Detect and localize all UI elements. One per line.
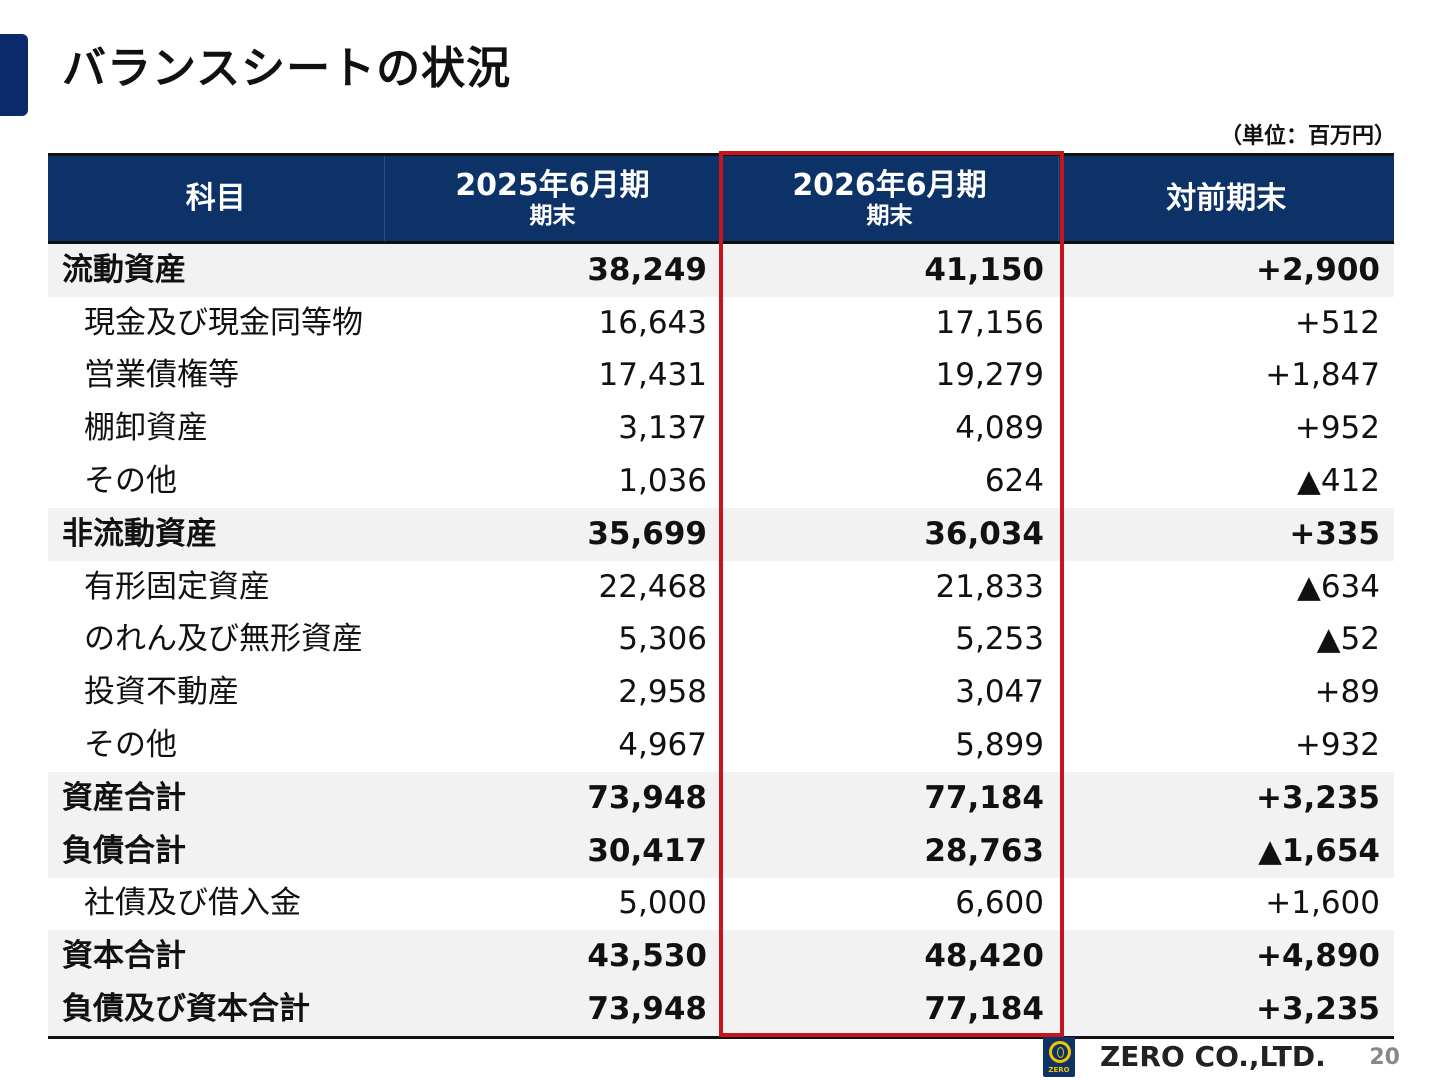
row-label: 社債及び借入金 xyxy=(48,877,384,931)
row-change-value: ▲412 xyxy=(1058,455,1394,508)
row-fy2025-value: 30,417 xyxy=(384,824,721,878)
row-label: その他 xyxy=(48,455,384,508)
header-item: 科目 xyxy=(48,153,385,244)
header-item-label: 科目 xyxy=(185,180,246,216)
row-label: 資産合計 xyxy=(48,771,384,825)
table-header: 科目 2025年6月期 期末 2026年6月期 期末 対前期末 xyxy=(48,153,1394,244)
row-fy2026-value: 3,047 xyxy=(721,666,1058,720)
row-fy2025-value: 2,958 xyxy=(384,666,721,720)
row-change-value: +1,600 xyxy=(1058,877,1394,931)
row-fy2026-value: 41,150 xyxy=(721,242,1058,297)
header-fy2025-sublabel: 期末 xyxy=(529,202,576,229)
title-accent-bar xyxy=(0,34,28,116)
row-change-value: ▲1,654 xyxy=(1058,824,1394,878)
table-row: 非流動資産 35,699 36,034 +335 xyxy=(48,507,1394,561)
row-change-value: +89 xyxy=(1058,666,1394,720)
row-fy2026-value: 77,184 xyxy=(721,771,1058,825)
row-label: 棚卸資産 xyxy=(48,402,384,456)
unit-note: （単位：百万円） xyxy=(1219,124,1396,149)
table-row: 投資不動産 2,958 3,047 +89 xyxy=(48,666,1394,720)
table-header-row: 科目 2025年6月期 期末 2026年6月期 期末 対前期末 xyxy=(48,153,1394,244)
row-change-value: +3,235 xyxy=(1058,771,1394,825)
row-label: 流動資産 xyxy=(48,242,384,297)
table-row: 負債及び資本合計 73,948 77,184 +3,235 xyxy=(48,983,1394,1038)
row-fy2026-value: 624 xyxy=(721,455,1058,508)
row-change-value: +335 xyxy=(1058,507,1394,561)
row-change-value: ▲52 xyxy=(1058,613,1394,667)
row-label: 資本合計 xyxy=(48,930,384,984)
logo-ring-icon xyxy=(1049,1041,1071,1063)
header-fy2025: 2025年6月期 期末 xyxy=(384,153,722,244)
row-fy2025-value: 35,699 xyxy=(384,507,721,561)
row-label: 現金及び現金同等物 xyxy=(48,296,384,350)
balance-sheet-table: 科目 2025年6月期 期末 2026年6月期 期末 対前期末 流動資産 38,2… xyxy=(48,153,1394,1039)
table-row: 資産合計 73,948 77,184 +3,235 xyxy=(48,771,1394,825)
row-label: 非流動資産 xyxy=(48,507,384,561)
row-fy2025-value: 17,431 xyxy=(384,349,721,403)
row-fy2026-value: 5,899 xyxy=(721,719,1058,772)
row-fy2025-value: 16,643 xyxy=(384,296,721,350)
row-fy2026-value: 6,600 xyxy=(721,877,1058,931)
row-change-value: +2,900 xyxy=(1058,242,1394,297)
row-label: 投資不動産 xyxy=(48,666,384,720)
row-change-value: +952 xyxy=(1058,402,1394,456)
header-fy2026-sublabel: 期末 xyxy=(866,202,913,229)
table-body: 流動資産 38,249 41,150 +2,900 現金及び現金同等物 16,643 17,… xyxy=(48,242,1394,1038)
header-fy2025-label: 2025年6月期 xyxy=(455,167,650,203)
table-row: 有形固定資産 22,468 21,833 ▲634 xyxy=(48,560,1394,614)
header-change: 対前期末 xyxy=(1058,153,1394,244)
row-fy2025-value: 43,530 xyxy=(384,930,721,984)
row-fy2026-value: 36,034 xyxy=(721,507,1058,561)
table-row: その他 1,036 624 ▲412 xyxy=(48,455,1394,508)
row-fy2026-value: 21,833 xyxy=(721,560,1058,614)
row-fy2025-value: 4,967 xyxy=(384,719,721,772)
row-fy2026-value: 17,156 xyxy=(721,296,1058,350)
row-fy2026-value: 48,420 xyxy=(721,930,1058,984)
table-row: 流動資産 38,249 41,150 +2,900 xyxy=(48,242,1394,297)
row-change-value: +932 xyxy=(1058,719,1394,772)
row-fy2026-value: 19,279 xyxy=(721,349,1058,403)
row-fy2025-value: 5,306 xyxy=(384,613,721,667)
row-fy2025-value: 73,948 xyxy=(384,983,721,1038)
row-label: 営業債権等 xyxy=(48,349,384,403)
row-fy2026-value: 4,089 xyxy=(721,402,1058,456)
page-title: バランスシートの状況 xyxy=(62,43,512,94)
row-change-value: +1,847 xyxy=(1058,349,1394,403)
page-number: 20 xyxy=(1369,1045,1400,1070)
row-fy2025-value: 3,137 xyxy=(384,402,721,456)
row-fy2026-value: 5,253 xyxy=(721,613,1058,667)
header-change-label: 対前期末 xyxy=(1166,180,1287,216)
row-change-value: +512 xyxy=(1058,296,1394,350)
row-fy2026-value: 77,184 xyxy=(721,983,1058,1038)
row-label: その他 xyxy=(48,719,384,772)
table-row: 棚卸資産 3,137 4,089 +952 xyxy=(48,402,1394,456)
row-label: 負債合計 xyxy=(48,824,384,878)
company-name: ZERO CO.,LTD. xyxy=(1100,1040,1326,1073)
table-row: 現金及び現金同等物 16,643 17,156 +512 xyxy=(48,296,1394,350)
row-fy2025-value: 22,468 xyxy=(384,560,721,614)
table-row: 営業債権等 17,431 19,279 +1,847 xyxy=(48,349,1394,403)
row-change-value: ▲634 xyxy=(1058,560,1394,614)
row-fy2025-value: 1,036 xyxy=(384,455,721,508)
row-fy2025-value: 73,948 xyxy=(384,771,721,825)
table-row: 資本合計 43,530 48,420 +4,890 xyxy=(48,930,1394,984)
row-label: 負債及び資本合計 xyxy=(48,983,384,1038)
zero-logo-icon: ZERO xyxy=(1043,1037,1075,1077)
row-fy2025-value: 5,000 xyxy=(384,877,721,931)
table-row: 負債合計 30,417 28,763 ▲1,654 xyxy=(48,824,1394,878)
row-fy2025-value: 38,249 xyxy=(384,242,721,297)
header-fy2026-label: 2026年6月期 xyxy=(792,167,987,203)
row-change-value: +3,235 xyxy=(1058,983,1394,1038)
row-label: のれん及び無形資産 xyxy=(48,613,384,667)
logo-mark-text: ZERO xyxy=(1048,1066,1070,1074)
table-row: 社債及び借入金 5,000 6,600 +1,600 xyxy=(48,877,1394,931)
row-label: 有形固定資産 xyxy=(48,560,384,614)
table-row: のれん及び無形資産 5,306 5,253 ▲52 xyxy=(48,613,1394,667)
row-change-value: +4,890 xyxy=(1058,930,1394,984)
table-row: その他 4,967 5,899 +932 xyxy=(48,719,1394,772)
header-fy2026: 2026年6月期 期末 xyxy=(721,153,1059,244)
row-fy2026-value: 28,763 xyxy=(721,824,1058,878)
